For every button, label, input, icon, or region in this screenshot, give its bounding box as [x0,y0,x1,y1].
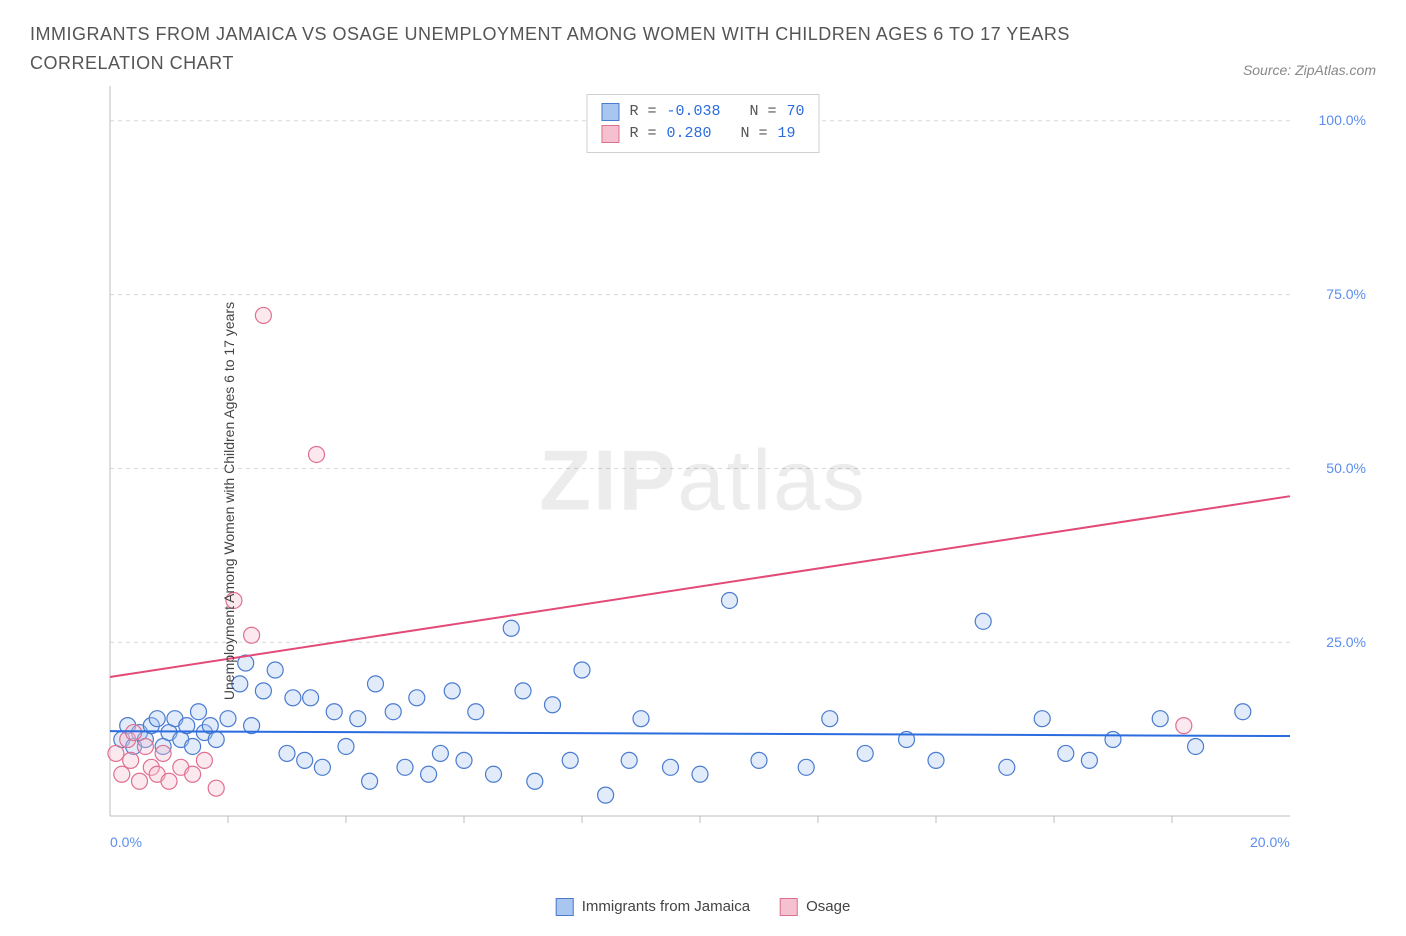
source-prefix: Source: [1243,62,1295,78]
r-label: R = [629,101,656,124]
n-label: N = [750,101,777,124]
y-tick-label: 75.0% [1326,286,1366,302]
bottom-legend: Immigrants from Jamaica Osage [556,898,851,916]
y-tick-label: 50.0% [1326,460,1366,476]
legend-label: Immigrants from Jamaica [582,898,750,915]
swatch-osage [780,898,798,916]
scatter-plot [60,86,1400,886]
n-label: N = [741,123,768,146]
x-tick-label: 20.0% [1250,834,1290,850]
r-value: -0.038 [666,101,720,124]
r-label: R = [629,123,656,146]
chart-header: IMMIGRANTS FROM JAMAICA VS OSAGE UNEMPLO… [30,20,1376,78]
stats-row-jamaica: R = -0.038 N = 70 [601,101,804,124]
swatch-osage [601,125,619,143]
n-value: 19 [778,123,796,146]
legend-label: Osage [806,898,850,915]
x-tick-label: 0.0% [110,834,142,850]
r-value: 0.280 [666,123,711,146]
y-axis-label: Unemployment Among Women with Children A… [221,302,237,700]
legend-item-jamaica: Immigrants from Jamaica [556,898,750,916]
y-tick-label: 100.0% [1319,112,1366,128]
legend-item-osage: Osage [780,898,850,916]
chart-source: Source: ZipAtlas.com [1243,62,1376,78]
stats-row-osage: R = 0.280 N = 19 [601,123,804,146]
swatch-jamaica [601,103,619,121]
y-tick-label: 25.0% [1326,634,1366,650]
source-name: ZipAtlas.com [1295,62,1376,78]
chart-container: Unemployment Among Women with Children A… [30,86,1376,916]
stats-legend: R = -0.038 N = 70 R = 0.280 N = 19 [586,94,819,153]
chart-title: IMMIGRANTS FROM JAMAICA VS OSAGE UNEMPLO… [30,20,1130,78]
swatch-jamaica [556,898,574,916]
n-value: 70 [787,101,805,124]
